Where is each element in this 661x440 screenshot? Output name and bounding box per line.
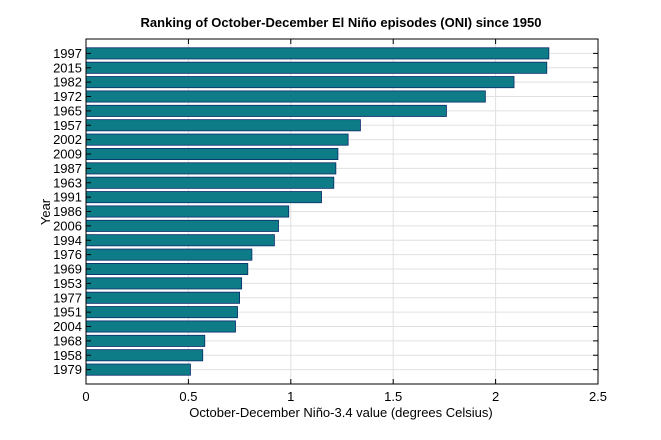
y-tick-label: 1997: [53, 46, 82, 61]
bar-2015: [85, 61, 548, 74]
y-tick-label: 1991: [53, 190, 82, 205]
tick-layer: 0 0.5 1 1.5 2 2.5 1997201519821972196519572002…: [53, 39, 607, 404]
y-tick-label: 2006: [53, 218, 82, 233]
y-tick-label: 1977: [53, 290, 82, 305]
bar-1968: [85, 334, 206, 347]
bar-2006: [85, 219, 279, 232]
bar-1951: [85, 306, 238, 319]
y-tick-label: 1963: [53, 175, 82, 190]
bar-1972: [85, 90, 486, 103]
bar-1987: [85, 162, 337, 175]
bar-2002: [85, 133, 349, 146]
x-tick-label: 1.5: [384, 389, 402, 404]
y-tick-label: 1958: [53, 348, 82, 363]
y-tick-label: 1972: [53, 89, 82, 104]
bar-1979: [85, 363, 191, 376]
y-axis-label: Year: [38, 198, 53, 225]
y-tick-label: 1957: [53, 118, 82, 133]
y-tick-label: 1951: [53, 305, 82, 320]
y-tick-label: 1969: [53, 262, 82, 277]
x-tick-label: 0: [82, 389, 89, 404]
bar-1969: [85, 262, 249, 276]
y-tick-label: 2015: [53, 60, 82, 75]
x-tick-label: 0.5: [179, 389, 197, 404]
x-tick-label: 1: [287, 389, 294, 404]
bar-2009: [85, 147, 339, 161]
y-tick-label: 2002: [53, 132, 82, 147]
bar-1991: [85, 191, 322, 204]
bar-layer: [85, 47, 550, 376]
bar-1953: [85, 277, 243, 290]
bar-1957: [85, 119, 361, 132]
bar-1976: [85, 248, 253, 261]
y-tick-label: 1982: [53, 75, 82, 90]
x-tick-label: 2.5: [589, 389, 607, 404]
bar-1965: [85, 104, 447, 117]
y-tick-label: 1979: [53, 362, 82, 377]
chart-title: Ranking of October-December El Niño epis…: [141, 15, 542, 30]
bar-1997: [85, 47, 550, 60]
bar-1994: [85, 234, 275, 247]
x-tick-label: 2: [492, 389, 499, 404]
y-tick-label: 1953: [53, 276, 82, 291]
y-tick-label: 1986: [53, 204, 82, 219]
bar-1963: [85, 176, 335, 189]
y-tick-label: 1994: [53, 233, 82, 248]
y-tick-label: 1987: [53, 161, 82, 176]
y-tick-label: 1965: [53, 103, 82, 118]
y-tick-label: 1968: [53, 333, 82, 348]
x-axis-label: October-December Niño-3.4 value (degrees…: [189, 405, 492, 420]
bar-1977: [85, 291, 241, 304]
y-tick-label: 2009: [53, 147, 82, 162]
y-tick-label: 2004: [53, 319, 82, 334]
bar-1958: [85, 349, 204, 362]
bar-2004: [85, 320, 236, 333]
bar-1986: [85, 205, 290, 218]
bar-1982: [85, 76, 515, 89]
y-tick-label: 1976: [53, 247, 82, 262]
